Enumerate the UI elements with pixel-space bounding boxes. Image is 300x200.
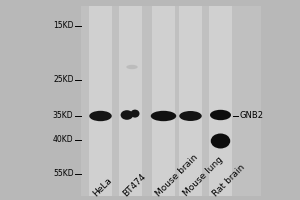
Bar — [152, 6, 175, 196]
Ellipse shape — [89, 111, 112, 121]
Ellipse shape — [179, 111, 202, 121]
Text: Mouse brain: Mouse brain — [154, 152, 200, 198]
Text: BT474: BT474 — [121, 171, 148, 198]
Bar — [179, 6, 202, 196]
Ellipse shape — [151, 111, 176, 121]
Text: 55KD: 55KD — [53, 170, 74, 178]
Ellipse shape — [126, 65, 138, 69]
Bar — [89, 6, 112, 196]
Text: Rat brain: Rat brain — [211, 162, 247, 198]
Bar — [81, 6, 261, 196]
Text: 15KD: 15KD — [53, 21, 74, 30]
Text: GNB2: GNB2 — [239, 112, 263, 120]
Text: 35KD: 35KD — [53, 112, 74, 120]
Text: 40KD: 40KD — [53, 136, 74, 144]
Text: Mouse lung: Mouse lung — [181, 155, 224, 198]
Ellipse shape — [130, 110, 140, 118]
Text: HeLa: HeLa — [91, 175, 114, 198]
Bar — [209, 6, 232, 196]
Ellipse shape — [121, 110, 133, 120]
Text: 25KD: 25KD — [53, 75, 74, 84]
Ellipse shape — [210, 110, 231, 120]
Bar — [119, 6, 142, 196]
Ellipse shape — [211, 134, 230, 148]
